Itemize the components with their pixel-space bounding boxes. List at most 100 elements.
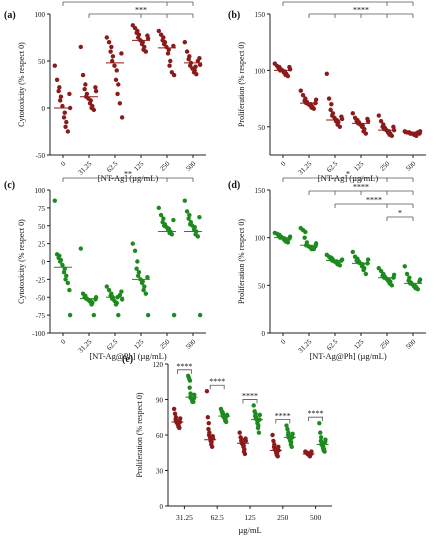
data-point <box>143 49 149 54</box>
data-point <box>287 64 292 70</box>
data-point <box>188 391 193 396</box>
data-point <box>165 51 171 56</box>
x-tick-label: 62.5 <box>105 159 120 174</box>
y-tick-label: 90 <box>156 397 164 405</box>
data-point <box>117 292 123 298</box>
y-tick-label: -25 <box>36 276 46 284</box>
data-point <box>108 49 113 54</box>
data-point <box>54 77 60 83</box>
data-point <box>287 236 292 241</box>
x-tick-label: 31.25 <box>297 159 314 176</box>
significance-label: * <box>346 170 350 179</box>
data-point <box>242 451 248 457</box>
data-point <box>197 55 202 61</box>
data-point <box>205 415 211 420</box>
data-point <box>145 275 150 280</box>
data-point <box>104 35 110 40</box>
data-point <box>110 54 116 59</box>
significance-bracket <box>177 369 192 374</box>
data-point <box>391 124 396 129</box>
y-tick-label: 100 <box>255 67 266 75</box>
data-point <box>389 283 395 288</box>
data-point <box>337 263 343 268</box>
data-point <box>141 287 146 293</box>
x-tick-label: 250 <box>277 513 289 522</box>
data-point <box>363 131 369 136</box>
x-axis-title: [NT-Ag@Ph] (µg/mL) <box>89 351 167 361</box>
x-tick-label: 250 <box>158 159 171 172</box>
panel-label: (d) <box>228 180 240 191</box>
data-point <box>61 115 67 120</box>
data-point <box>194 71 199 77</box>
y-tick-label: 50 <box>38 58 46 66</box>
data-point <box>285 73 291 79</box>
data-point <box>284 423 289 428</box>
data-point <box>89 302 94 307</box>
data-point <box>60 262 65 268</box>
x-tick-label: 0 <box>279 337 287 345</box>
significance-label: **** <box>340 0 356 3</box>
data-point <box>365 116 370 122</box>
significance-bracket <box>209 384 225 390</box>
data-point <box>197 214 202 220</box>
data-point <box>329 102 334 107</box>
data-point <box>206 426 211 432</box>
data-point <box>363 271 369 277</box>
data-point <box>168 58 173 64</box>
panel-label: (b) <box>228 10 240 21</box>
data-point <box>257 412 263 418</box>
data-point <box>178 416 183 421</box>
panel-label: (e) <box>122 354 133 365</box>
data-point <box>298 88 303 93</box>
data-point <box>145 33 150 38</box>
data-point <box>119 297 125 302</box>
y-tick-label: 100 <box>35 187 46 195</box>
y-tick-label: 100 <box>35 11 46 19</box>
x-tick-label: 125 <box>132 159 145 172</box>
data-point <box>169 232 175 237</box>
y-axis-title: Proliferation (% respect 0) <box>237 42 246 127</box>
data-point <box>57 259 63 264</box>
data-point <box>65 129 71 134</box>
data-point <box>376 113 381 118</box>
data-point <box>243 436 248 441</box>
data-point <box>58 94 64 99</box>
y-tick-label: -100 <box>32 330 45 338</box>
data-point <box>271 438 276 444</box>
data-point <box>67 91 72 97</box>
data-point <box>106 40 112 45</box>
data-point <box>191 399 196 405</box>
data-point <box>93 88 99 94</box>
x-tick-label: 62.5 <box>325 337 340 352</box>
significance-label: **** <box>176 362 192 371</box>
data-point <box>57 85 62 90</box>
x-tick-label: 250 <box>378 337 391 350</box>
x-tick-label: 500 <box>184 159 197 172</box>
data-point <box>139 280 145 286</box>
data-point <box>322 449 327 454</box>
significance-label: ** <box>124 170 132 179</box>
x-tick-label: 250 <box>378 159 391 172</box>
data-point <box>109 44 114 50</box>
panel-label: (c) <box>4 180 15 191</box>
data-point <box>106 287 112 293</box>
data-point <box>285 240 291 245</box>
data-point <box>184 49 190 54</box>
data-point <box>326 96 332 101</box>
data-point <box>270 432 275 438</box>
y-tick-label: 60 <box>156 432 164 440</box>
x-tick-label: 125 <box>244 513 256 522</box>
data-point <box>223 419 229 425</box>
data-point <box>116 82 121 87</box>
data-point <box>156 205 161 211</box>
significance-bracket <box>242 399 258 404</box>
data-point <box>62 110 67 115</box>
significance-label: **** <box>308 409 324 418</box>
x-tick-label: 62.5 <box>105 337 120 352</box>
data-point <box>204 389 210 394</box>
y-tick-label: 50 <box>38 223 46 231</box>
data-point <box>143 291 149 296</box>
data-point <box>300 93 306 98</box>
